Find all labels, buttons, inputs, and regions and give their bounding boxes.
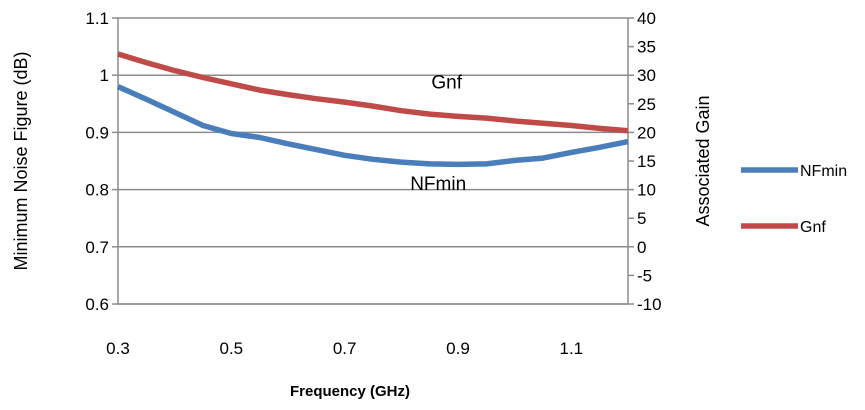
x-tick-label: 0.5 xyxy=(220,339,244,358)
y-tick-label: 0.6 xyxy=(85,295,109,314)
legend: NFmin Gnf xyxy=(741,163,847,236)
y-tick-label: 0.9 xyxy=(85,123,109,142)
y2-tick-label: 0 xyxy=(637,238,646,257)
legend-label: NFmin xyxy=(800,163,847,180)
y-tick-label: 1.1 xyxy=(85,9,109,28)
y2-tick-label: -10 xyxy=(637,295,662,314)
y2-tick-label: 35 xyxy=(637,38,656,57)
y-tick-label: 1 xyxy=(100,66,109,85)
y2-tick-label: -5 xyxy=(637,266,652,285)
axes xyxy=(112,17,634,305)
legend-label: Gnf xyxy=(800,219,826,236)
annotation-label: Gnf xyxy=(431,72,462,93)
tick-labels: 0.6 0.7 0.8 0.9 1 1.1 -10 -5 0 5 10 15 20 25 30 35 40 0.3… xyxy=(85,9,661,358)
x-tick-label: 0.3 xyxy=(106,339,130,358)
x-tick-label: 1.1 xyxy=(560,339,584,358)
y2-tick-label: 20 xyxy=(637,123,656,142)
y2-tick-label: 15 xyxy=(637,152,656,171)
annotations: Gnf NFmin xyxy=(410,72,466,195)
y2-tick-label: 25 xyxy=(637,95,656,114)
y2-tick-label: 40 xyxy=(637,9,656,28)
series-line-nfmin xyxy=(116,84,629,168)
x-axis-title: Frequency (GHz) xyxy=(290,383,410,400)
x-tick-label: 0.9 xyxy=(446,339,470,358)
annotation-label: NFmin xyxy=(410,174,466,195)
x-tick-label: 0.7 xyxy=(333,339,357,358)
y-tick-label: 0.7 xyxy=(85,238,109,257)
series-lines xyxy=(116,51,629,168)
y2-tick-label: 5 xyxy=(637,209,646,228)
y2-axis-title: Associated Gain xyxy=(693,95,713,226)
y2-tick-label: 10 xyxy=(637,181,656,200)
y-axis-title: Minimum Noise Figure (dB) xyxy=(11,51,31,270)
y-tick-label: 0.8 xyxy=(85,181,109,200)
y2-tick-label: 30 xyxy=(637,66,656,85)
series-line-gnf xyxy=(117,51,629,134)
